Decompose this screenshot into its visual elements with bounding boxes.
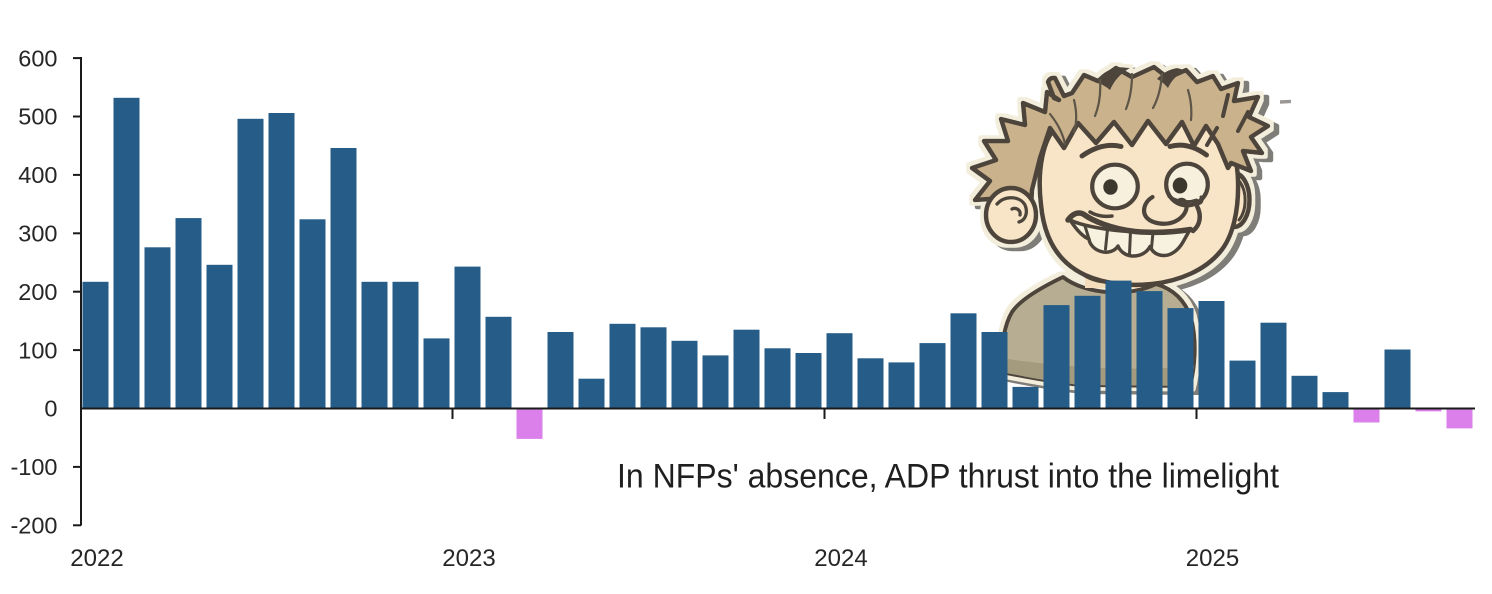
svg-text:-200: -200: [10, 513, 57, 539]
svg-text:300: 300: [18, 221, 57, 247]
svg-text:200: 200: [18, 279, 57, 305]
svg-text:100: 100: [18, 337, 57, 363]
svg-text:400: 400: [18, 162, 57, 188]
svg-text:0: 0: [44, 396, 57, 422]
svg-text:2022: 2022: [70, 545, 123, 572]
svg-text:500: 500: [18, 104, 57, 130]
svg-text:-100: -100: [10, 454, 57, 480]
svg-text:2023: 2023: [442, 545, 495, 572]
svg-text:2025: 2025: [1186, 545, 1239, 572]
svg-text:In NFPs' absence, ADP thrust i: In NFPs' absence, ADP thrust into the li…: [617, 458, 1280, 496]
svg-text:2024: 2024: [814, 545, 867, 572]
svg-text:600: 600: [18, 45, 57, 71]
